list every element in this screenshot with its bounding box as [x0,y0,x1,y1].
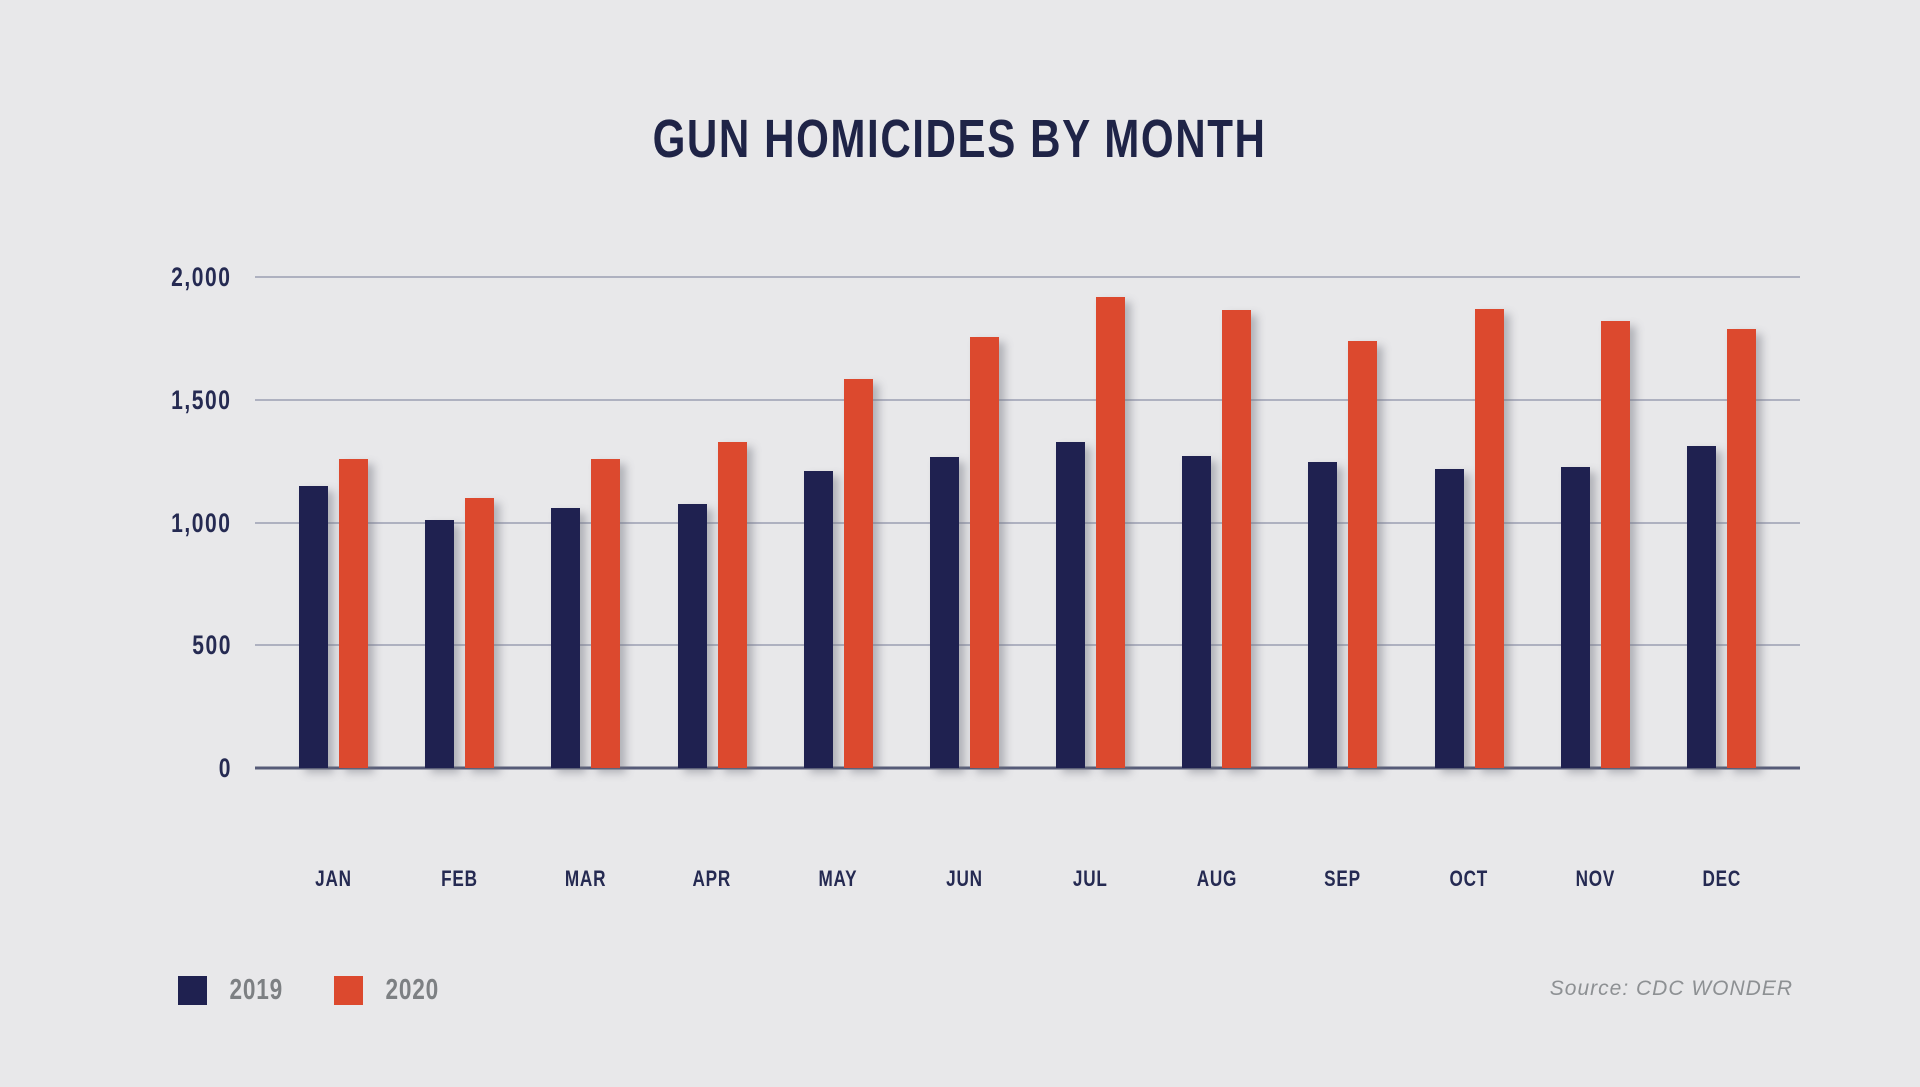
x-label-mar: MAR [565,866,607,891]
bar-group-mar [551,277,621,768]
x-label-oct: OCT [1449,866,1489,891]
bar-group-may [803,277,873,768]
bar-2020-jan [339,458,368,768]
x-label-feb: FEB [441,866,479,891]
x-label-apr: APR [692,866,732,891]
gridline-500 [255,644,1800,647]
bar-2020-jun [969,337,999,768]
bar-2019-mar [551,507,581,768]
bar-2020-dec [1726,328,1756,768]
bar-group-jun [929,277,999,768]
bar-2020-mar [591,458,621,768]
source-note: Source: CDC WONDER [1549,977,1793,1000]
bar-2019-aug [1182,456,1212,768]
bar-2019-oct [1434,468,1464,768]
bar-2020-jul [1096,296,1126,768]
gridline-1500 [255,398,1800,401]
bar-2019-sep [1308,462,1338,768]
bar-2020-aug [1222,310,1252,768]
bar-group-jan [299,277,368,768]
bar-2020-feb [465,497,495,768]
plot-area: 0 500 1,000 1,500 2,000 JAN FEB MAR APR MAY JUN JU… [171,264,1800,891]
legend-swatch-2019 [178,975,207,1005]
bar-2019-nov [1560,467,1590,768]
x-label-jan: JAN [315,866,352,891]
bar-group-dec [1686,277,1756,768]
bar-group-nov [1560,277,1630,768]
chart-title: GUN HOMICIDES BY MONTH [0,108,1920,170]
legend-label-2019: 2019 [229,973,283,1006]
bar-group-jul [1056,277,1126,768]
bar-2020-sep [1348,340,1378,768]
x-label-jun: JUN [946,866,983,891]
bar-2019-jul [1056,441,1086,768]
x-label-jul: JUL [1073,866,1108,891]
x-axis-line [255,766,1800,770]
bar-2019-apr [677,504,707,768]
legend: 2019 2020 [178,975,474,1005]
bar-2019-jun [929,457,959,768]
x-label-sep: SEP [1324,866,1362,891]
x-axis-labels: JAN FEB MAR APR MAY JUN JUL AUG SEP OCT NOV DEC [255,866,1800,892]
x-label-may: MAY [818,866,858,891]
bar-group-oct [1434,277,1504,768]
gridline-1000 [255,521,1800,524]
chart-title-text: GUN HOMICIDES BY MONTH [653,109,1267,169]
legend-label-2020: 2020 [385,973,439,1006]
bar-2020-nov [1600,321,1630,768]
bar-group-aug [1182,277,1252,768]
bars-layer [255,277,1800,768]
bar-2020-may [843,378,873,768]
bar-group-feb [425,277,495,768]
bar-2020-apr [717,441,747,768]
x-label-nov: NOV [1575,866,1615,891]
bar-2019-may [803,470,833,768]
bar-group-sep [1308,277,1378,768]
bar-2020-oct [1474,308,1504,768]
gridline-2000 [255,276,1800,278]
bar-2019-dec [1686,446,1716,768]
bar-group-apr [677,277,747,768]
bar-2019-jan [299,485,328,768]
bar-2019-feb [425,520,455,768]
x-label-dec: DEC [1702,866,1741,891]
legend-swatch-2020 [333,975,363,1005]
x-label-aug: AUG [1196,866,1237,891]
